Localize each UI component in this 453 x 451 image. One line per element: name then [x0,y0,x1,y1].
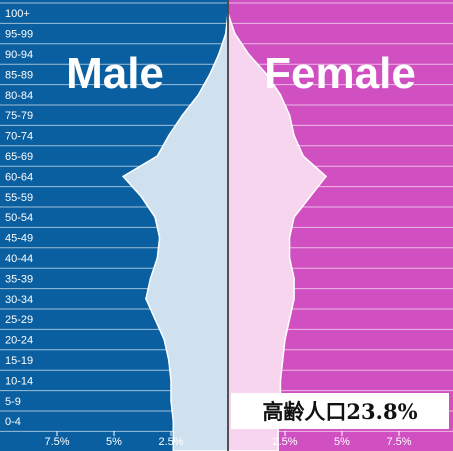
pyramid-fills [121,0,328,451]
male-data-point [172,420,175,423]
male-data-point [145,298,147,300]
age-group-label: 5-9 [5,396,21,408]
male-data-point [167,134,170,137]
age-group-label: 100+ [5,8,30,20]
age-group-label: 75-79 [5,110,33,122]
female-data-point [309,196,311,198]
age-group-label: 15-19 [5,355,33,367]
age-group-label: 85-89 [5,69,33,81]
male-data-point [197,94,200,96]
x-tick-label: 5% [334,436,350,448]
male-data-point [218,53,220,55]
female-data-point [325,175,327,178]
x-tick-label: 2.5% [272,436,297,448]
age-labels: 100+ 95-99 90-94 85-89 80-84 75-79 70-74 65-69 6… [5,8,33,428]
female-data-point [293,134,295,137]
x-axis-ticks: 7.5% 5% 2.5% 2.5% 5% 7.5% [44,431,412,448]
x-tick-label: 7.5% [386,436,411,448]
age-group-label: 0-4 [5,416,21,428]
female-data-point [288,318,291,321]
female-data-point [288,236,291,239]
age-group-label: 45-49 [5,233,33,245]
x-tick-label: 5% [106,436,122,448]
age-group-label: 65-69 [5,151,33,163]
age-group-label: 40-44 [5,253,33,265]
age-group-label: 70-74 [5,131,33,143]
male-label: Male [66,49,164,98]
age-group-label: 20-24 [5,335,33,347]
age-group-label: 10-14 [5,375,33,387]
male-data-point [122,175,124,178]
female-data-point [302,155,305,157]
female-data-point [279,94,282,96]
female-data-point [247,53,250,55]
male-data-point [149,277,152,280]
male-data-point [170,400,172,402]
age-group-label: 35-39 [5,273,33,285]
age-group-label: 80-84 [5,90,33,102]
male-data-point [170,379,172,382]
female-data-point [288,257,291,259]
age-group-label: 55-59 [5,192,33,204]
male-data-point [158,236,161,239]
male-data-point [224,32,227,35]
female-data-point [293,216,295,218]
male-data-point [181,114,184,116]
male-data-point [154,216,156,218]
female-data-point [293,277,295,280]
age-group-label: 50-54 [5,212,33,224]
male-data-point [156,155,159,157]
age-group-label: 95-99 [5,29,33,41]
female-data-point [234,32,236,35]
male-data-point [208,73,211,76]
elderly-population-text: 高齢人口23.8% [262,399,418,424]
female-data-point [293,298,295,300]
female-data-point [288,114,291,116]
x-tick-label: 2.5% [158,436,183,448]
male-data-point [163,338,165,341]
female-data-point [281,359,284,361]
male-data-point [154,318,156,321]
male-data-point [140,196,143,198]
age-group-label: 90-94 [5,49,33,61]
x-tick-label: 7.5% [44,436,69,448]
age-group-label: 30-34 [5,294,33,306]
age-group-label: 25-29 [5,314,33,326]
female-data-point [284,338,286,341]
elderly-population-annotation: 高齢人口23.8% [231,393,449,429]
age-group-label: 60-64 [5,171,33,183]
male-data-point [167,359,170,361]
female-label: Female [264,49,416,98]
female-data-point [265,73,268,76]
female-data-point [279,379,282,382]
male-data-point [156,257,159,259]
